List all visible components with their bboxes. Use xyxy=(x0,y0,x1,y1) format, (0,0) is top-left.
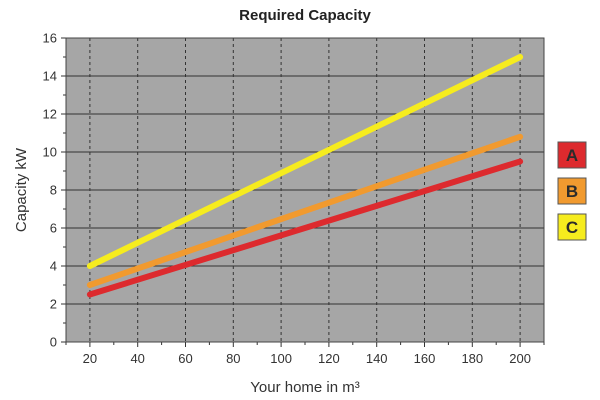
x-tick-label: 120 xyxy=(318,351,340,366)
y-tick-label: 16 xyxy=(43,31,57,46)
y-tick-label: 2 xyxy=(50,297,57,312)
x-tick-label: 200 xyxy=(509,351,531,366)
x-tick-labels: 20 40 60 80 100 120 140 160 180 200 xyxy=(83,351,531,366)
legend-label-a: A xyxy=(566,146,578,165)
grid xyxy=(66,38,544,342)
y-axis-label: Capacity kW xyxy=(13,147,30,232)
x-tick-label: 100 xyxy=(270,351,292,366)
y-tick-labels: 0 2 4 6 8 10 12 14 16 xyxy=(43,31,57,350)
chart-title: Required Capacity xyxy=(239,7,371,24)
legend: ABC xyxy=(557,141,587,241)
x-tick-label: 40 xyxy=(130,351,144,366)
legend-swatch-b xyxy=(557,177,587,205)
x-tick-label: 80 xyxy=(226,351,240,366)
legend-label-b: B xyxy=(566,182,578,201)
legend-swatch-c xyxy=(557,213,587,241)
y-tick-label: 10 xyxy=(43,145,57,160)
axes xyxy=(61,37,545,347)
series-line-a xyxy=(86,158,524,298)
x-tick-label: 20 xyxy=(83,351,97,366)
series-lines xyxy=(86,54,524,298)
legend-swatch-a xyxy=(557,141,587,169)
x-tick-label: 60 xyxy=(178,351,192,366)
series-line-c xyxy=(86,54,524,269)
y-tick-label: 8 xyxy=(50,183,57,198)
x-tick-label: 160 xyxy=(414,351,436,366)
y-tick-label: 4 xyxy=(50,259,57,274)
legend-label-c: C xyxy=(566,218,578,237)
y-tick-label: 12 xyxy=(43,107,57,122)
x-tick-label: 180 xyxy=(461,351,483,366)
y-tick-label: 0 xyxy=(50,335,57,350)
series-line-b xyxy=(86,133,524,288)
x-tick-label: 140 xyxy=(366,351,388,366)
y-tick-label: 14 xyxy=(43,69,57,84)
x-axis-label: Your home in m³ xyxy=(250,379,360,396)
y-tick-label: 6 xyxy=(50,221,57,236)
plot-border xyxy=(65,37,545,343)
